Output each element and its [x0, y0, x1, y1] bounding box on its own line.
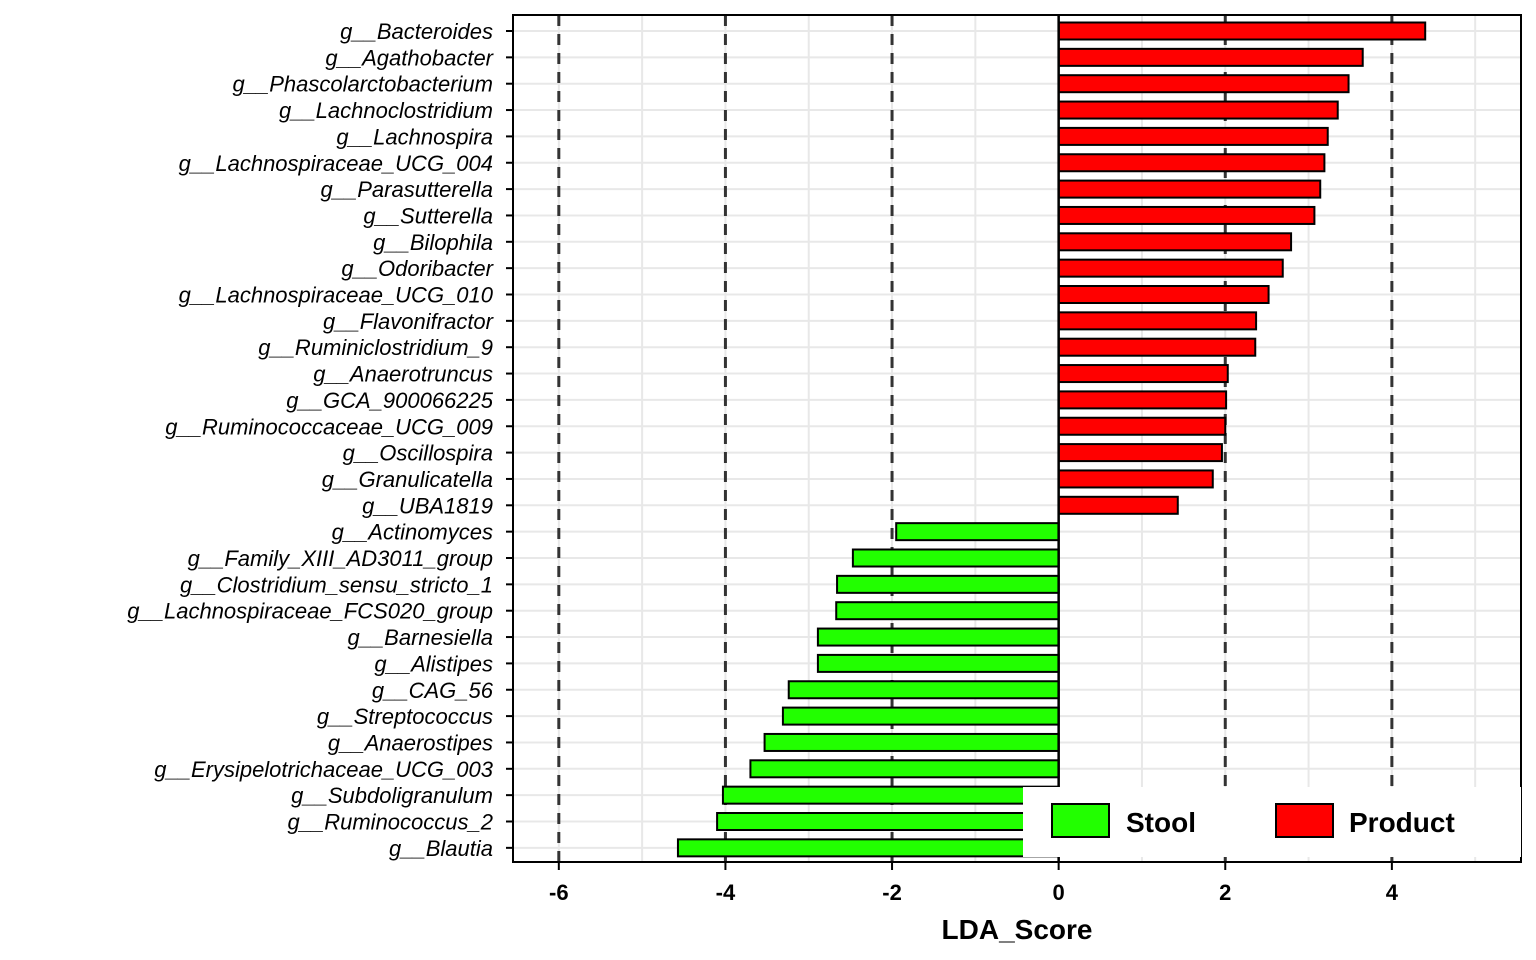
- legend-swatch-stool: [1051, 803, 1110, 838]
- y-tick-label: g__Lachnospiraceae_FCS020_group: [127, 599, 493, 624]
- y-tick-label: g__Anaerotruncus: [313, 362, 493, 387]
- bar: [781, 706, 1060, 726]
- bar: [1057, 258, 1284, 278]
- y-tick-label: g__UBA1819: [362, 493, 493, 518]
- bar: [1057, 179, 1322, 199]
- y-tick-label: g__Flavonifractor: [323, 309, 495, 334]
- y-tick-label: g__Streptococcus: [317, 704, 493, 729]
- y-tick-label: g__Sutterella: [363, 203, 493, 228]
- bar: [1057, 337, 1257, 357]
- y-tick-label: g__Phascolarctobacterium: [233, 72, 493, 97]
- bar: [1057, 285, 1270, 304]
- x-tick-label: -2: [882, 880, 902, 905]
- y-tick-label: g__Lachnoclostridium: [279, 98, 493, 123]
- bar: [1057, 469, 1214, 489]
- bar: [787, 680, 1060, 700]
- y-tick-label: g__Ruminiclostridium_9: [258, 335, 493, 360]
- bar: [1057, 311, 1258, 331]
- bar: [1057, 74, 1350, 94]
- bar: [1057, 364, 1229, 384]
- bar: [1057, 495, 1179, 515]
- y-tick-label: g__Odoribacter: [341, 256, 494, 281]
- x-tick-labels: -6 -4 -2 0 2 4: [549, 880, 1399, 905]
- y-tick-label: g__Ruminococcaceae_UCG_009: [165, 414, 493, 439]
- y-tick-label: g__Ruminococcus_2: [288, 810, 493, 835]
- bar: [721, 785, 1060, 805]
- y-tick-label: g__Parasutterella: [321, 177, 493, 202]
- y-tick-label: g__Family_XIII_AD3011_group: [188, 546, 493, 571]
- y-tick-label: g__Anaerostipes: [328, 730, 493, 755]
- axes: [506, 14, 1522, 870]
- bar: [835, 601, 1060, 621]
- y-tick-label: g__CAG_56: [372, 678, 494, 703]
- bar: [1057, 205, 1316, 225]
- x-tick-label: 2: [1219, 880, 1231, 905]
- bar: [836, 574, 1060, 594]
- y-tick-label: g__Lachnospira: [336, 124, 493, 149]
- bar: [676, 838, 1060, 858]
- legend: Stool Product: [1023, 787, 1521, 857]
- plot-panel-border: [512, 14, 1522, 863]
- y-tick-label: g__Lachnospiraceae_UCG_004: [179, 151, 493, 176]
- y-tick-label: g__Granulicatella: [322, 467, 493, 492]
- bar: [1057, 126, 1329, 146]
- x-axis-title: LDA_Score: [942, 914, 1093, 945]
- bar: [763, 732, 1060, 752]
- bar: [1057, 47, 1364, 67]
- x-tick-label: -6: [549, 880, 569, 905]
- y-tick-label: g__Lachnospiraceae_UCG_010: [179, 283, 494, 308]
- y-tick-label: g__GCA_900066225: [286, 388, 493, 413]
- bar: [895, 522, 1060, 542]
- bar: [816, 627, 1060, 647]
- bar: [1057, 443, 1223, 463]
- x-tick-label: 0: [1053, 880, 1065, 905]
- y-tick-label: g__Actinomyces: [332, 520, 493, 545]
- y-tick-label: g__Bilophila: [373, 230, 493, 255]
- bar: [1057, 153, 1326, 173]
- bar: [851, 548, 1060, 568]
- y-tick-label: g__Oscillospira: [343, 441, 493, 466]
- y-tick-label: g__Subdoligranulum: [291, 783, 493, 808]
- bar: [1057, 232, 1293, 252]
- x-tick-label: -4: [716, 880, 736, 905]
- bar: [716, 812, 1060, 831]
- bar: [1057, 21, 1427, 41]
- legend-label-product: Product: [1349, 807, 1455, 838]
- bar: [749, 759, 1060, 779]
- y-tick-label: g__Bacteroides: [340, 19, 493, 44]
- y-tick-labels: g__Bacteroidesg__Agathobacterg__Phascola…: [127, 19, 494, 861]
- bar: [1057, 390, 1228, 410]
- legend-label-stool: Stool: [1126, 807, 1196, 838]
- bar: [816, 653, 1060, 673]
- y-tick-label: g__Agathobacter: [325, 45, 494, 70]
- y-tick-label: g__Erysipelotrichaceae_UCG_003: [154, 757, 494, 782]
- y-tick-label: g__Barnesiella: [347, 625, 493, 650]
- bar: [1057, 100, 1339, 120]
- x-tick-label: 4: [1386, 880, 1399, 905]
- legend-swatch-product: [1275, 803, 1334, 838]
- y-tick-label: g__Blautia: [389, 836, 493, 861]
- bar: [1057, 416, 1227, 436]
- y-tick-label: g__Alistipes: [374, 651, 493, 676]
- y-tick-label: g__Clostridium_sensu_stricto_1: [180, 572, 493, 597]
- bars: [676, 21, 1427, 858]
